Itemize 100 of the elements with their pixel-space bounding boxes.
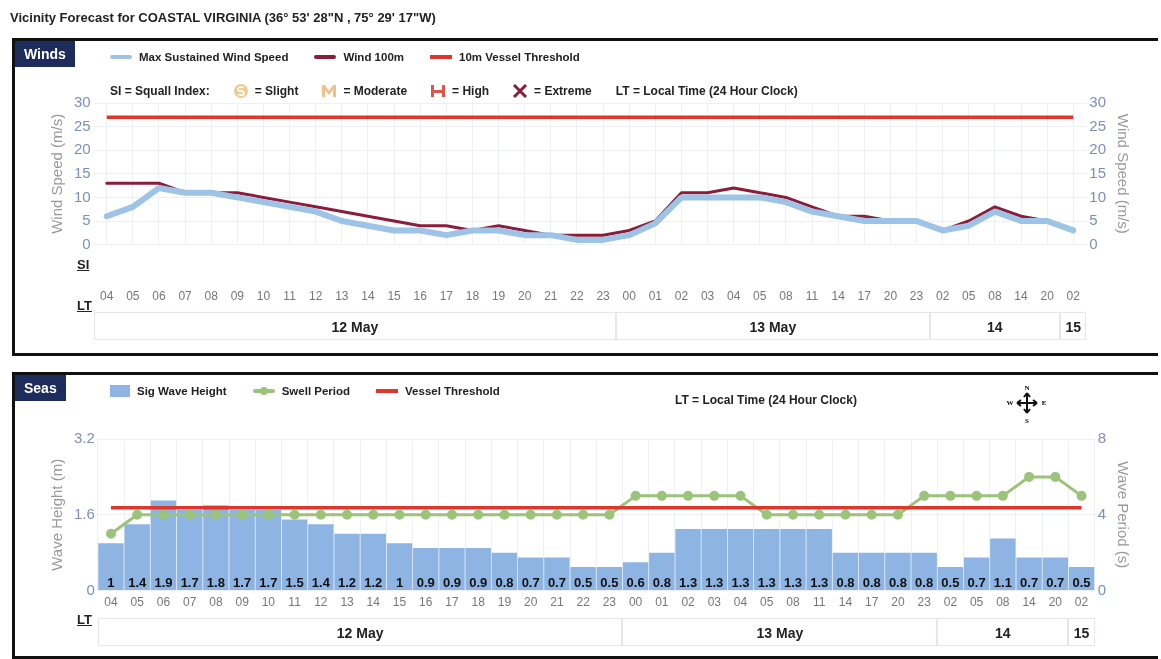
text: 14 bbox=[937, 617, 1069, 646]
x-tick-label: 14 bbox=[1022, 595, 1037, 610]
x-tick-label: 04 bbox=[726, 289, 741, 304]
text: SI = Squall Index: bbox=[110, 84, 210, 98]
x-tick-label: 11 bbox=[288, 595, 302, 610]
x-tick-label: 20 bbox=[891, 595, 905, 610]
data-label: 0.7 bbox=[547, 574, 566, 590]
point bbox=[446, 509, 457, 520]
point bbox=[630, 490, 641, 501]
x-tick-label: 12 bbox=[314, 595, 328, 610]
data-label: 1.9 bbox=[154, 574, 173, 590]
x-tick-label: 21 bbox=[544, 289, 558, 304]
data-label: 0.6 bbox=[626, 574, 645, 590]
y2-tick-label: 30 bbox=[1089, 93, 1106, 111]
text: 13 May bbox=[616, 311, 930, 340]
x-tick-label: 08 bbox=[786, 595, 800, 610]
data-label: 1.3 bbox=[731, 574, 750, 590]
x-tick-label: 16 bbox=[419, 595, 433, 610]
x-tick-label: 17 bbox=[865, 595, 879, 610]
data-label: 0.8 bbox=[888, 574, 907, 590]
data-label: 1.2 bbox=[338, 574, 357, 590]
point bbox=[473, 509, 484, 520]
text: 13 May bbox=[622, 617, 938, 646]
x-tick-label: 20 bbox=[883, 289, 898, 304]
point bbox=[499, 509, 510, 520]
x-tick-label: 18 bbox=[465, 289, 480, 304]
data-label: 0.9 bbox=[442, 574, 462, 590]
y-tick-label: 10 bbox=[74, 187, 91, 205]
x-tick-label: 04 bbox=[733, 595, 748, 610]
x-tick-label: 01 bbox=[655, 595, 669, 610]
legend-label: Swell Period bbox=[281, 385, 351, 397]
y2-tick-label: 5 bbox=[1089, 211, 1098, 229]
x-tick-label: 09 bbox=[235, 595, 250, 610]
x-tick-label: 03 bbox=[707, 595, 722, 610]
x-tick-label: 21 bbox=[550, 595, 564, 610]
data-label: 0.8 bbox=[495, 574, 514, 590]
y-tick-label: 30 bbox=[74, 93, 91, 111]
data-label: 1 bbox=[107, 574, 115, 590]
y2-axis-title: Wind Speed (m/s) bbox=[1114, 113, 1132, 234]
x-tick-label: 20 bbox=[518, 289, 532, 304]
y-tick-label: 0 bbox=[86, 580, 95, 598]
data-label: 0.8 bbox=[652, 574, 671, 590]
y2-tick-label: 10 bbox=[1089, 187, 1106, 205]
point bbox=[551, 509, 562, 520]
text: LT = Local Time (24 Hour Clock) bbox=[615, 84, 798, 98]
point bbox=[866, 509, 877, 520]
y2-tick-label: 0 bbox=[1097, 580, 1106, 598]
x-tick-label: 17 bbox=[439, 289, 454, 304]
y2-tick-label: 0 bbox=[1089, 234, 1098, 252]
x-tick-label: 05 bbox=[130, 595, 145, 610]
point bbox=[132, 509, 143, 520]
x-tick-label: 05 bbox=[962, 289, 976, 304]
x-tick-label: 04 bbox=[100, 289, 114, 304]
data-label: 0.5 bbox=[600, 574, 619, 590]
y2-tick-label: 20 bbox=[1089, 140, 1106, 158]
text: 14 bbox=[929, 311, 1061, 340]
x-tick-label: 12 bbox=[309, 289, 323, 304]
data-label: 0.7 bbox=[1020, 574, 1039, 590]
x-tick-label: 22 bbox=[576, 595, 591, 610]
x-tick-label: 08 bbox=[996, 595, 1010, 610]
point bbox=[709, 490, 720, 501]
point bbox=[394, 509, 405, 520]
data-label: 0.9 bbox=[416, 574, 435, 590]
x-tick-label: 02 bbox=[935, 289, 950, 304]
point bbox=[814, 509, 825, 520]
legend-label: Max Sustained Wind Speed bbox=[139, 51, 289, 63]
x-tick-label: 23 bbox=[602, 595, 617, 610]
legend-label: Sig Wave Height bbox=[137, 385, 227, 397]
point bbox=[525, 509, 536, 520]
legend-label: Vessel Threshold bbox=[405, 385, 500, 397]
text: LT = Local Time (24 Hour Clock) bbox=[675, 393, 857, 407]
x-tick-label: 00 bbox=[628, 595, 643, 610]
point bbox=[263, 509, 274, 520]
data-label: 0.5 bbox=[941, 574, 960, 590]
chart-title: Seas bbox=[15, 375, 66, 401]
data-label: 1.7 bbox=[233, 574, 252, 590]
x-tick-label: 23 bbox=[596, 289, 611, 304]
data-label: 0.5 bbox=[574, 574, 593, 590]
y-axis-title: Wind Speed (m/s) bbox=[48, 113, 66, 234]
y-axis-title: Wave Height (m) bbox=[48, 458, 66, 571]
text: LT bbox=[77, 611, 92, 627]
x-tick-label: 05 bbox=[969, 595, 984, 610]
x-tick-label: 02 bbox=[1066, 289, 1081, 304]
y2-tick-label: 15 bbox=[1089, 163, 1106, 181]
x-tick-label: 16 bbox=[413, 289, 428, 304]
x-tick-label: 03 bbox=[700, 289, 715, 304]
x-tick-label: 02 bbox=[674, 289, 689, 304]
data-label: 0.8 bbox=[915, 574, 934, 590]
x-tick-label: 14 bbox=[366, 595, 381, 610]
point bbox=[420, 509, 431, 520]
x-tick-label: 17 bbox=[445, 595, 459, 610]
data-label: 1.3 bbox=[705, 574, 724, 590]
text: = Slight bbox=[254, 84, 299, 98]
point bbox=[237, 509, 248, 520]
x-tick-label: 14 bbox=[361, 289, 375, 304]
x-tick-label: 08 bbox=[204, 289, 219, 304]
x-tick-label: 15 bbox=[387, 289, 402, 304]
point bbox=[761, 509, 772, 520]
text: = High bbox=[452, 84, 490, 98]
text: SI bbox=[77, 256, 90, 272]
